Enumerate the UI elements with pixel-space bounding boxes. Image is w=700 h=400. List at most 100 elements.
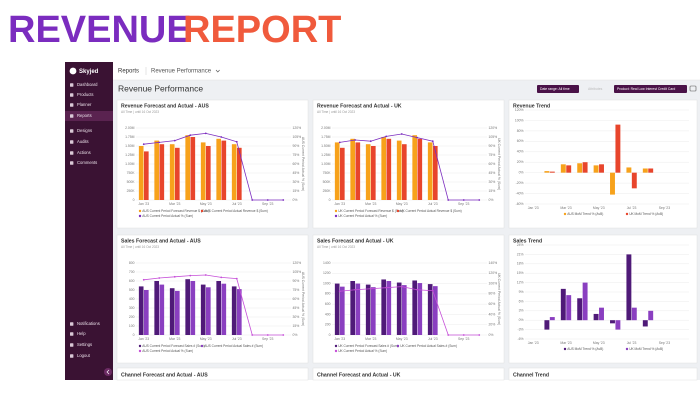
bar bbox=[221, 140, 227, 200]
legend-label: UK MoM Trend % (AvB) bbox=[629, 347, 663, 351]
y2-tick-label: 0% bbox=[489, 198, 494, 202]
menu-item[interactable]: Planner bbox=[77, 102, 92, 107]
bar bbox=[642, 168, 648, 173]
panel-subtitle: All Time | until 16 Oct 2023 bbox=[317, 110, 355, 114]
y-tick-label: 2.00M bbox=[321, 126, 331, 130]
bar bbox=[185, 279, 191, 335]
y-tick-label: 750K bbox=[323, 171, 332, 175]
line-point bbox=[400, 285, 403, 288]
x-tick-label: May '23 bbox=[396, 337, 408, 341]
bar bbox=[334, 283, 340, 335]
dropdown-arrow bbox=[215, 69, 220, 73]
y2-tick-label: 45% bbox=[293, 306, 300, 310]
line-point bbox=[447, 334, 450, 336]
panel-title: Channel Trend bbox=[513, 372, 549, 378]
y2-axis-label: UK Current Period Actual % (Sum) bbox=[497, 138, 501, 190]
menu-item[interactable]: Products bbox=[77, 92, 94, 97]
x-tick-label: Sep '23 bbox=[458, 202, 470, 206]
legend-label: AUS Current Period Forecast Revenue $ (S… bbox=[142, 209, 209, 213]
collapse-button[interactable] bbox=[104, 368, 112, 376]
line bbox=[143, 132, 284, 201]
menu-item[interactable]: Designs bbox=[77, 128, 92, 133]
legend-label: AUS Current Period Forecast Sales # (Sum… bbox=[142, 344, 205, 348]
y2-tick-label: 0% bbox=[293, 198, 298, 202]
y2-tick-label: 80% bbox=[489, 292, 496, 296]
line-point bbox=[189, 134, 192, 137]
y-tick-label: 400 bbox=[325, 312, 331, 316]
breadcrumb-page[interactable]: Revenue Performance bbox=[151, 69, 212, 75]
x-tick-label: Jan '23 bbox=[138, 337, 149, 341]
x-tick-label: Sep '23 bbox=[659, 206, 671, 210]
menu-item[interactable]: Notifications bbox=[77, 321, 100, 326]
filter-button[interactable] bbox=[614, 85, 687, 93]
panel-subtitle: All Time | until 16 Oct 2023 bbox=[121, 245, 159, 249]
menu-icon bbox=[70, 322, 74, 326]
y2-tick-label: 15% bbox=[293, 324, 300, 328]
legend-label: UK Current Period Forecast Revenue $ (Su… bbox=[338, 209, 403, 213]
bar bbox=[174, 290, 180, 335]
panel-title: Sales Forecast and Actual - UK bbox=[317, 238, 394, 244]
menu-item[interactable]: Comments bbox=[77, 160, 97, 165]
y-tick-label: 15% bbox=[517, 271, 524, 275]
line-point bbox=[478, 334, 481, 336]
x-tick-label: Jan '23 bbox=[334, 202, 345, 206]
bar bbox=[642, 320, 648, 327]
menu-item[interactable]: Dashboard bbox=[77, 82, 98, 87]
bar bbox=[205, 287, 211, 335]
panel-title: Revenue Forecast and Actual - AUS bbox=[121, 103, 209, 109]
filter-label[interactable]: Attributes bbox=[588, 87, 603, 91]
menu-item[interactable]: Logout bbox=[77, 353, 91, 358]
bar bbox=[355, 283, 361, 335]
panel-title: Revenue Forecast and Actual - UK bbox=[317, 103, 402, 109]
line-point bbox=[235, 277, 238, 280]
menu-item[interactable]: Audits bbox=[77, 139, 89, 144]
y-tick-label: 1.00M bbox=[321, 162, 331, 166]
menu-icon bbox=[70, 161, 74, 165]
filter-button[interactable] bbox=[537, 85, 579, 93]
line-point bbox=[142, 143, 145, 146]
panel bbox=[508, 234, 698, 364]
y2-tick-label: 0% bbox=[293, 333, 298, 337]
bar bbox=[339, 147, 345, 200]
menu-item[interactable]: Actions bbox=[77, 150, 91, 155]
panel-subtitle: All Time | until 16 Oct 2023 bbox=[121, 110, 159, 114]
bar bbox=[549, 171, 555, 173]
legend-swatch bbox=[625, 212, 629, 216]
legend-label: AUS MoM Trend % (AvB) bbox=[567, 347, 603, 351]
legend-label: UK Current Period Actual Sales # (Sum) bbox=[400, 344, 457, 348]
bar bbox=[190, 281, 196, 335]
panel-subtitle: All Time | until 16 Oct 2023 bbox=[317, 245, 355, 249]
bar bbox=[154, 281, 160, 335]
line-point bbox=[416, 288, 419, 291]
y2-tick-label: 40% bbox=[489, 312, 496, 316]
line-point bbox=[173, 139, 176, 142]
bar bbox=[432, 146, 438, 200]
y2-tick-label: 30% bbox=[293, 315, 300, 319]
bar bbox=[417, 283, 423, 335]
bar bbox=[544, 320, 550, 330]
menu-item[interactable]: Reports bbox=[77, 113, 92, 118]
y-tick-label: 500K bbox=[127, 180, 136, 184]
bar bbox=[185, 135, 191, 200]
y-tick-label: 750K bbox=[127, 171, 136, 175]
bar bbox=[205, 146, 211, 200]
y-tick-label: 100 bbox=[129, 324, 135, 328]
panel-title: Sales Trend bbox=[513, 238, 542, 244]
line-point bbox=[220, 276, 223, 279]
bar bbox=[599, 307, 604, 321]
x-tick-label: Jan '23 bbox=[528, 341, 539, 345]
y-tick-label: 1.75M bbox=[125, 135, 135, 139]
legend-label: AUS Current Period Actual Revenue $ (Sum… bbox=[204, 209, 268, 213]
menu-item[interactable]: Help bbox=[77, 331, 86, 336]
y-tick-label: 1200 bbox=[323, 271, 331, 275]
print-icon[interactable] bbox=[689, 85, 697, 92]
bar bbox=[631, 307, 637, 321]
legend-swatch bbox=[334, 349, 338, 353]
y-tick-label: 1.50M bbox=[125, 144, 135, 148]
breadcrumb-section[interactable]: Reports bbox=[118, 69, 139, 75]
y2-tick-label: 0% bbox=[489, 333, 494, 337]
y-tick-label: 800 bbox=[129, 261, 135, 265]
bar bbox=[143, 151, 149, 200]
menu-item[interactable]: Settings bbox=[77, 342, 92, 347]
bar bbox=[231, 144, 237, 200]
